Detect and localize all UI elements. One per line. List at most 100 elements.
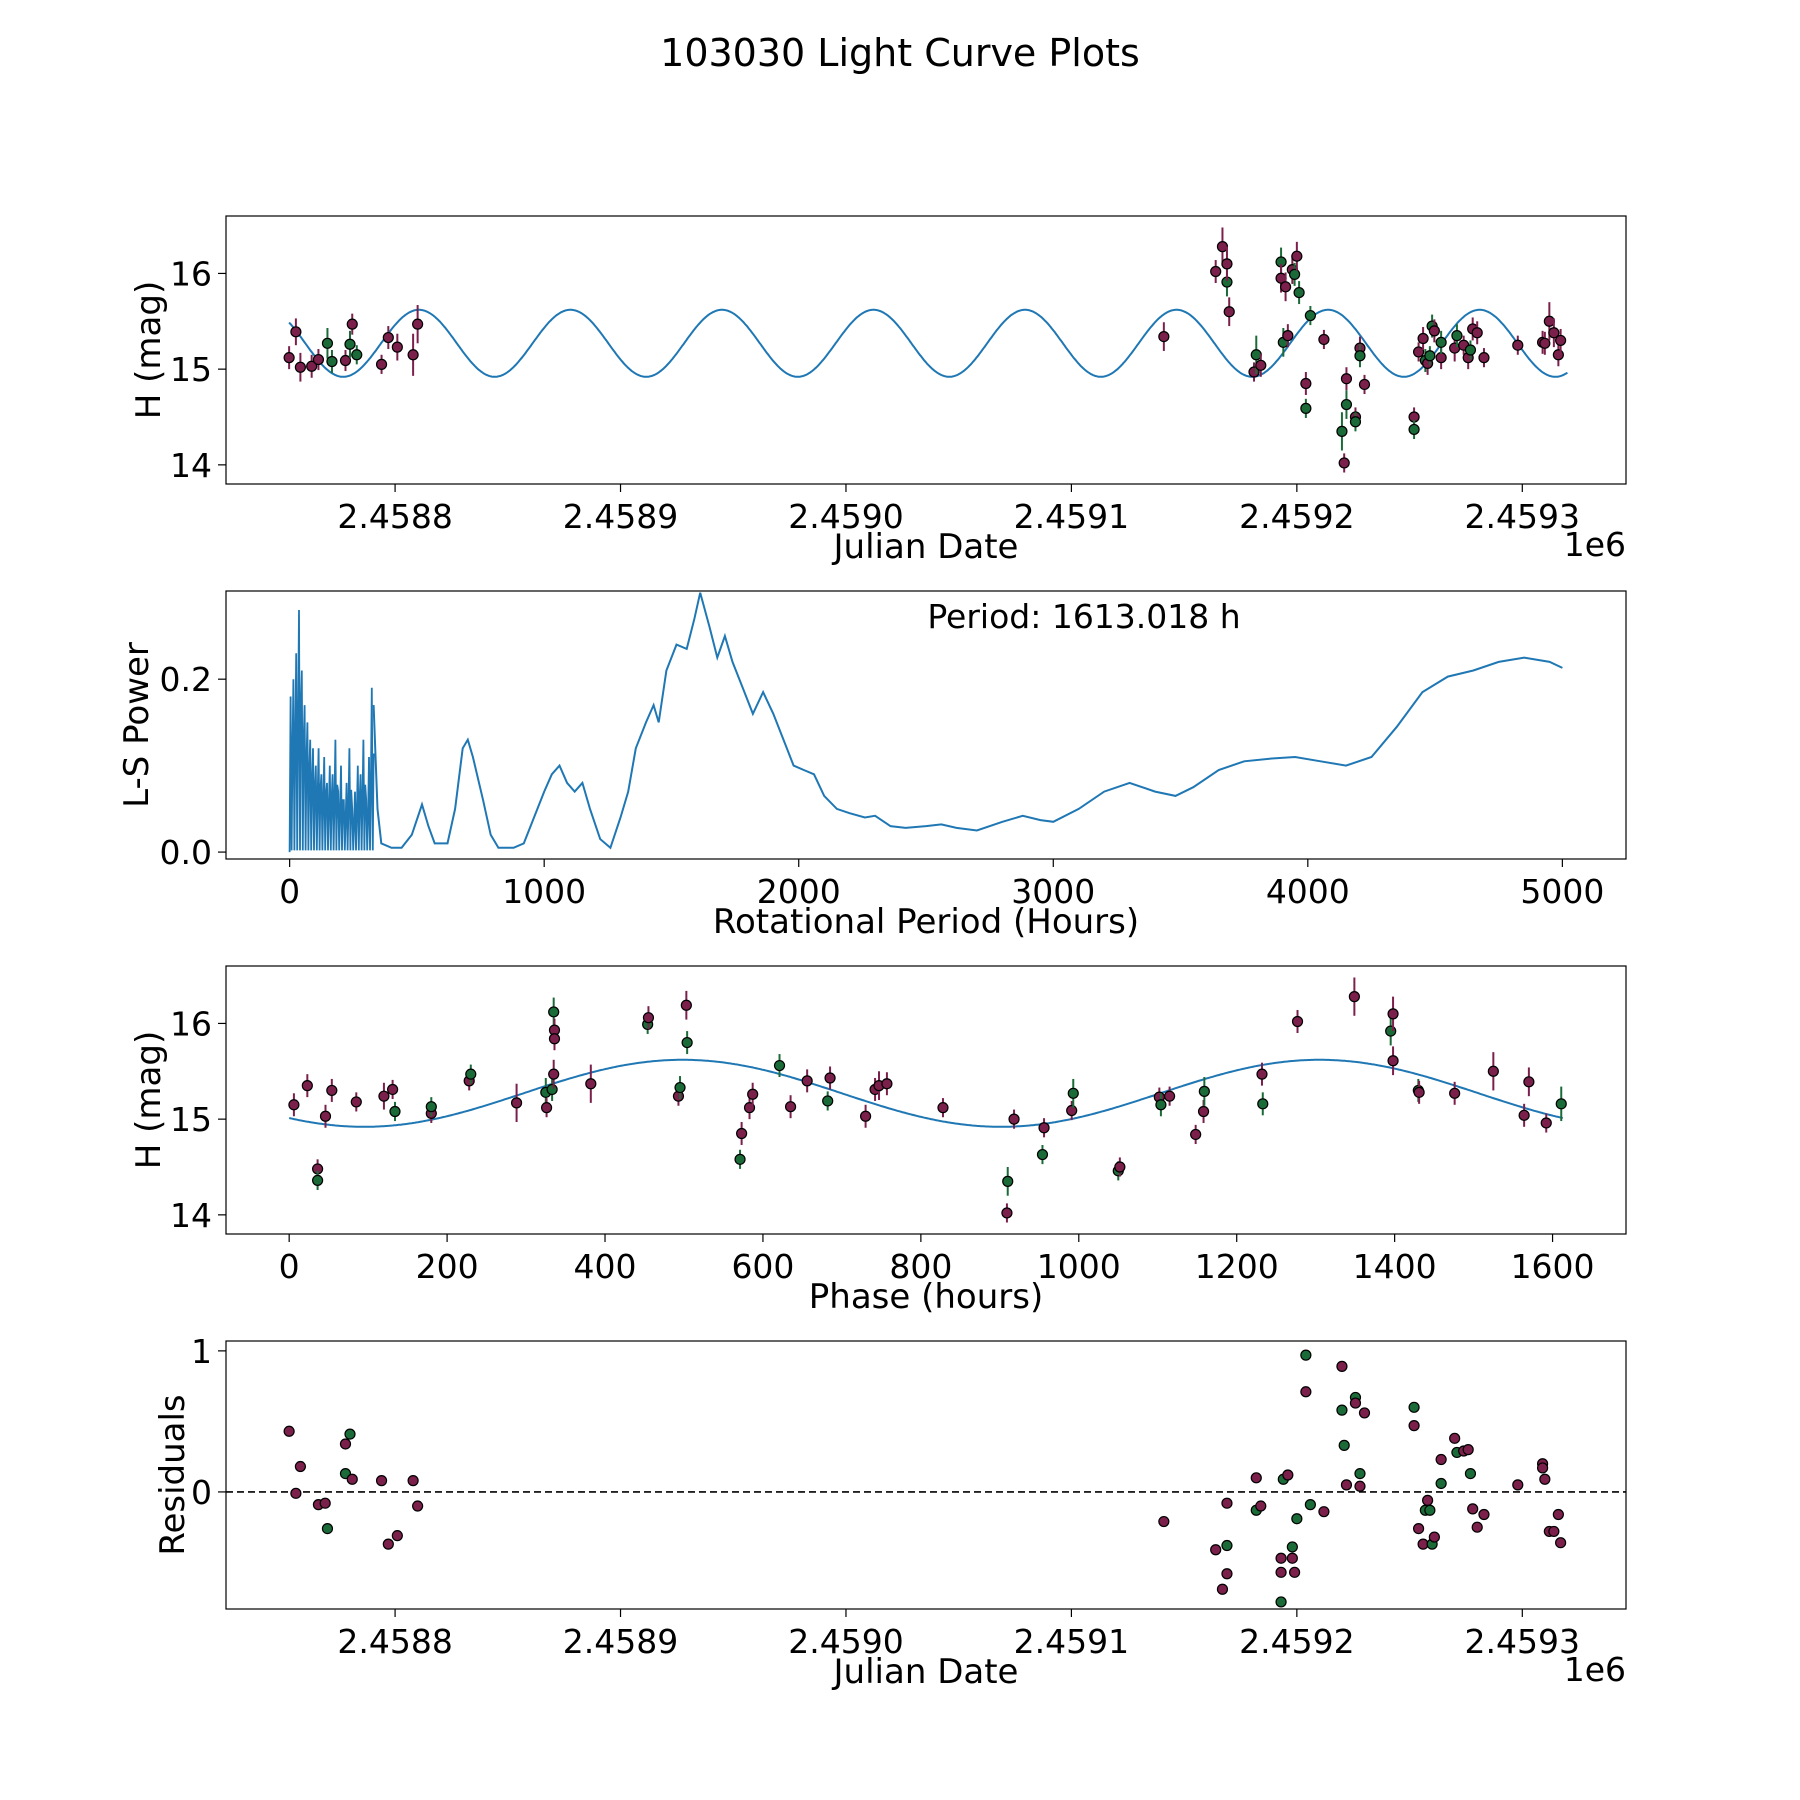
data-point [1435, 1477, 1447, 1490]
data-point [288, 1099, 300, 1111]
data-point [1354, 350, 1366, 362]
data-point [339, 354, 352, 367]
data-point [1291, 1513, 1303, 1525]
data-point [1275, 1566, 1287, 1578]
data-point [1412, 346, 1425, 358]
data-point [1300, 1386, 1312, 1398]
data-point [1282, 330, 1294, 342]
data-point [1221, 1539, 1233, 1552]
period-annotation: Period: 1613.018 h [927, 597, 1240, 636]
data-point [1464, 344, 1477, 356]
data-point [1349, 416, 1362, 428]
data-point [1512, 1479, 1524, 1491]
data-point [351, 349, 363, 361]
x-tick-label: 2.4593 [1465, 1622, 1580, 1661]
data-point [1387, 1008, 1399, 1020]
x-tick-label: 0 [279, 872, 300, 911]
data-point [546, 1083, 558, 1096]
data-point [1349, 1397, 1362, 1409]
y-tick-label: 16 [170, 1004, 212, 1043]
residuals-ticks: 2.4588 2.4589 2.4590 2.4591 2.4592 2.4593 0 1 [191, 1332, 1580, 1661]
data-point [1487, 1065, 1499, 1077]
x-tick-label: 2.4590 [788, 497, 903, 536]
x-tick-label: 1400 [1353, 1247, 1437, 1286]
x-tick-label: 5000 [1520, 872, 1604, 911]
x-tick-label: 2.4590 [788, 1622, 903, 1661]
phased-marks [288, 977, 1567, 1223]
data-point [1256, 1068, 1268, 1080]
data-point [1221, 1568, 1233, 1580]
data-point [1336, 1360, 1348, 1372]
y-axis-label: Residuals [153, 1394, 193, 1555]
data-point [1198, 1085, 1210, 1097]
periodogram-line [372, 592, 1563, 850]
data-point [1449, 1432, 1461, 1444]
data-point [1155, 1099, 1167, 1111]
periodogram-ticks: 0 1000 2000 3000 4000 5000 0.0 0.2 [160, 660, 1605, 911]
data-point [1067, 1087, 1079, 1099]
data-point [1001, 1207, 1013, 1219]
y-tick-label: 1 [191, 1332, 212, 1371]
data-point [1114, 1161, 1126, 1173]
data-point [294, 361, 306, 373]
panel-lightcurve: 2.4588 2.4589 2.4590 2.4591 2.4592 2.4593 14 15… [129, 215, 1627, 567]
data-point [321, 337, 334, 349]
data-point [1300, 377, 1312, 390]
data-point [375, 1475, 388, 1487]
data-point [1424, 350, 1436, 362]
plot-frame-phased [225, 965, 1627, 1235]
data-point [321, 1522, 334, 1535]
data-point [548, 1068, 560, 1080]
data-point [319, 1497, 331, 1509]
data-point [1158, 331, 1170, 343]
data-point [681, 1036, 693, 1049]
data-point [1464, 1467, 1477, 1480]
data-point [1282, 1469, 1294, 1481]
x-tick-label: 2.4589 [563, 497, 678, 536]
data-point [1338, 457, 1350, 469]
data-point [344, 338, 356, 350]
data-point [1354, 1467, 1366, 1480]
data-point [859, 1110, 872, 1122]
x-axis-label: Rotational Period (Hours) [713, 902, 1139, 942]
data-point [1540, 1117, 1552, 1129]
data-point [1008, 1113, 1020, 1125]
data-point [540, 1102, 553, 1114]
data-point [773, 1059, 786, 1072]
data-point [1158, 1515, 1170, 1528]
data-point [1424, 1504, 1436, 1516]
data-point [1223, 306, 1235, 318]
data-point [1293, 286, 1305, 299]
x-tick-label: 2000 [757, 872, 841, 911]
data-point [1255, 359, 1267, 371]
data-point [1518, 1109, 1530, 1121]
data-point [1478, 352, 1490, 364]
data-point [378, 1090, 390, 1102]
data-point [1387, 1055, 1399, 1067]
data-point [382, 331, 394, 344]
data-point [412, 318, 424, 330]
data-point [407, 349, 419, 361]
data-point [1428, 1531, 1440, 1543]
data-point [1348, 991, 1360, 1003]
x-tick-label: 4000 [1266, 872, 1350, 911]
data-point [387, 1083, 399, 1096]
x-tick-label: 2.4592 [1239, 1622, 1354, 1661]
y-tick-label: 0.0 [160, 833, 212, 872]
x-offset-text: 1e6 [1564, 1650, 1626, 1689]
data-point [306, 360, 318, 372]
data-point [1216, 241, 1229, 253]
plot-frame-periodogram [225, 590, 1627, 860]
data-point [937, 1102, 949, 1114]
panel-residuals: 2.4588 2.4589 2.4590 2.4591 2.4592 2.4593 0 1 J… [153, 1332, 1627, 1692]
data-point [290, 1487, 302, 1499]
data-point [283, 1425, 295, 1437]
data-point [283, 352, 295, 364]
x-tick-label: 2.4588 [337, 497, 452, 536]
data-point [1408, 1401, 1420, 1413]
data-point [1412, 1522, 1425, 1535]
data-point [548, 1033, 561, 1045]
data-point [1471, 1521, 1483, 1533]
y-axis-label: H (mag) [129, 1031, 169, 1169]
